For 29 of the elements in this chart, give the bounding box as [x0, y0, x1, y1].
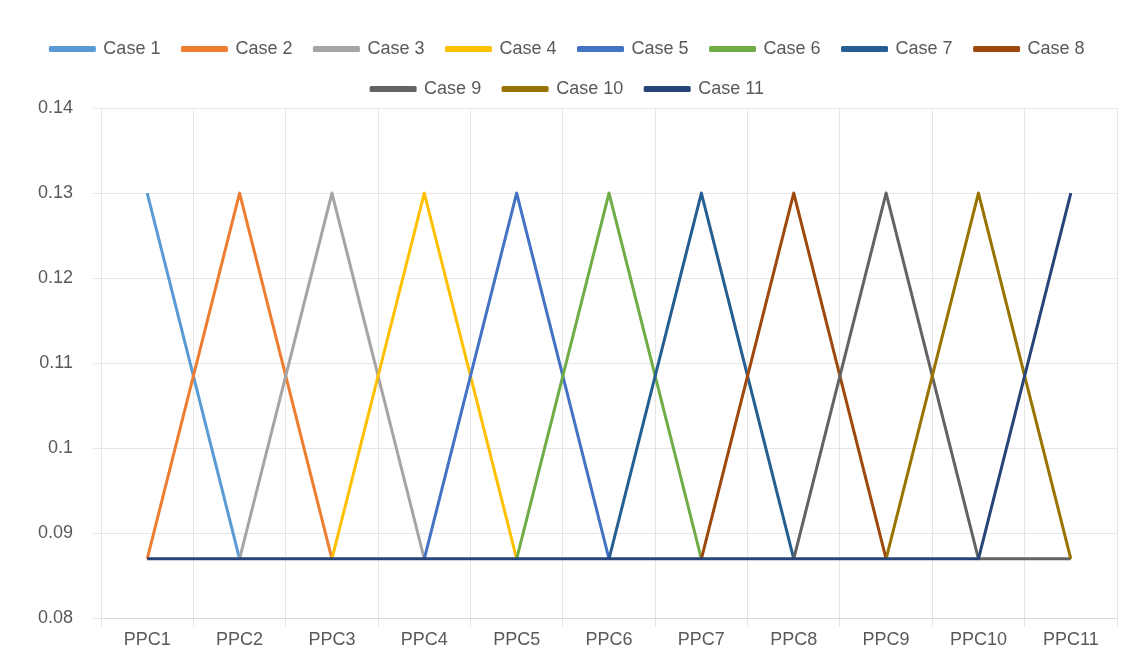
y-tick-label: 0.12: [37, 267, 74, 288]
x-tick-label: PPC6: [585, 629, 633, 650]
legend-label: Case 1: [103, 37, 161, 58]
y-tick-label: 0.11: [39, 352, 74, 373]
legend-label: Case 2: [235, 37, 293, 58]
y-tick-label: 0.1: [48, 437, 74, 458]
legend-label: Case 8: [1027, 37, 1085, 58]
y-tick-label: 0.13: [37, 182, 74, 203]
y-tick-label: 0.08: [37, 607, 74, 628]
y-tick-label: 0.09: [37, 522, 74, 543]
legend-label: Case 5: [631, 37, 689, 58]
x-tick-label: PPC1: [123, 629, 171, 650]
legend-label: Case 4: [499, 37, 557, 58]
x-tick-label: PPC9: [862, 629, 910, 650]
legend-label: Case 9: [424, 77, 482, 98]
y-tick-label: 0.14: [37, 96, 74, 117]
x-tick-label: PPC4: [400, 629, 448, 650]
x-tick-label: PPC11: [1042, 629, 1099, 650]
legend-label: Case 6: [763, 37, 821, 58]
x-tick-label: PPC10: [949, 629, 1007, 650]
x-tick-label: PPC7: [677, 629, 725, 650]
x-tick-label: PPC8: [770, 629, 818, 650]
legend-label: Case 3: [367, 37, 425, 58]
legend-label: Case 11: [698, 77, 764, 98]
legend-label: Case 7: [895, 37, 953, 58]
x-tick-label: PPC5: [493, 629, 541, 650]
x-tick-label: PPC2: [216, 629, 264, 650]
x-tick-label: PPC3: [308, 629, 356, 650]
legend-label: Case 10: [556, 77, 624, 98]
